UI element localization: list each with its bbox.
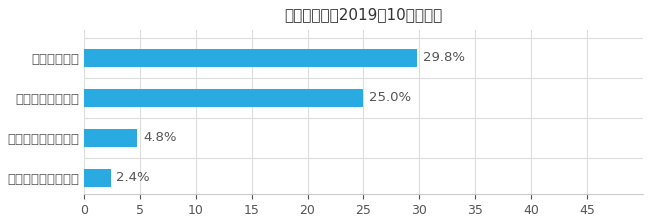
Text: 4.8%: 4.8% [143, 131, 177, 144]
Bar [84, 169, 111, 187]
Bar [84, 89, 363, 107]
Title: 補助の内容（2019年10月以降）: 補助の内容（2019年10月以降） [284, 7, 443, 22]
Bar [84, 49, 417, 67]
Text: 29.8%: 29.8% [422, 51, 465, 64]
Bar [84, 129, 138, 147]
Text: 25.0%: 25.0% [369, 91, 411, 104]
Text: 2.4%: 2.4% [116, 171, 150, 184]
